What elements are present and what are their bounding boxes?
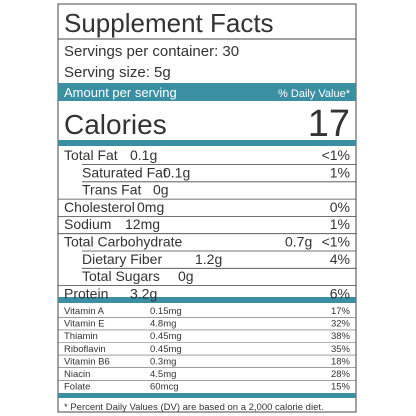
vitamin-name: Vitamin E <box>64 319 104 330</box>
nutrient-name: Sodium <box>64 216 111 232</box>
nutrient-amount: 0g <box>153 182 169 198</box>
title: Supplement Facts <box>64 8 274 38</box>
vitamin-name: Vitamin A <box>64 306 105 317</box>
servings: Servings per container: 30 <box>64 43 239 60</box>
calories-label: Calories <box>64 109 167 140</box>
nutrient-dv: 1% <box>330 164 350 180</box>
header-right: % Daily Value* <box>278 88 351 100</box>
vitamin-amount: 4.5mg <box>150 369 176 380</box>
nutrient-dv: 6% <box>330 285 350 301</box>
vitamin-dv: 35% <box>331 344 351 355</box>
thick-bar <box>58 393 356 398</box>
nutrient-name: Cholesterol <box>64 199 135 215</box>
vitamin-name: Riboflavin <box>64 344 106 355</box>
nutrient-dv: <1% <box>322 147 350 163</box>
vitamin-dv: 32% <box>331 319 351 330</box>
header-bar <box>58 83 356 101</box>
vitamin-amount: 0.45mg <box>150 331 182 342</box>
vitamin-dv: 28% <box>331 369 351 380</box>
nutrient-dv: 1% <box>330 216 350 232</box>
nutrient-name: Trans Fat <box>82 182 141 198</box>
nutrient-name: Dietary Fiber <box>82 251 162 267</box>
vitamin-name: Niacin <box>64 369 90 380</box>
header-left: Amount per serving <box>64 85 177 100</box>
vitamin-amount: 0.3mg <box>150 356 176 367</box>
nutrient-amount: 3.2g <box>130 285 157 301</box>
nutrient-dv: 0% <box>330 199 350 215</box>
nutrient-amount: 1.2g <box>195 251 222 267</box>
label-border <box>57 3 357 413</box>
nutrient-name: Total Fat <box>64 147 118 163</box>
vitamin-amount: 60mcg <box>150 382 179 393</box>
nutrient-amount: 12mg <box>125 216 160 232</box>
nutrient-name: Saturated Fat <box>82 164 167 180</box>
nutrient-amount: 0mg <box>137 199 164 215</box>
nutrient-amount: 0.1g <box>163 164 190 180</box>
nutrient-amount: 0.1g <box>130 147 157 163</box>
vitamin-dv: 18% <box>331 356 351 367</box>
nutrient-amount: 0.7g <box>285 234 312 250</box>
nutrient-name: Total Carbohydrate <box>64 234 183 250</box>
serving-size: Serving size: 5g <box>64 64 171 81</box>
vitamin-name: Folate <box>64 382 90 393</box>
vitamin-dv: 17% <box>331 306 351 317</box>
calories-value: 17 <box>308 103 350 145</box>
thick-bar <box>58 297 356 303</box>
footnote: * Percent Daily Values (DV) are based on… <box>64 402 324 413</box>
vitamin-dv: 38% <box>331 331 351 342</box>
vitamin-name: Thiamin <box>64 331 98 342</box>
vitamin-dv: 15% <box>331 382 351 393</box>
vitamin-name: Vitamin B6 <box>64 356 110 367</box>
nutrient-amount: 0g <box>178 268 194 284</box>
nutrient-name: Total Sugars <box>82 268 160 284</box>
nutrient-dv: 4% <box>330 251 350 267</box>
nutrient-name: Protein <box>64 285 108 301</box>
nutrient-dv: <1% <box>322 234 350 250</box>
vitamin-amount: 0.45mg <box>150 344 182 355</box>
thick-bar <box>58 140 356 146</box>
vitamin-amount: 4.8mg <box>150 319 176 330</box>
vitamin-amount: 0.15mg <box>150 306 182 317</box>
